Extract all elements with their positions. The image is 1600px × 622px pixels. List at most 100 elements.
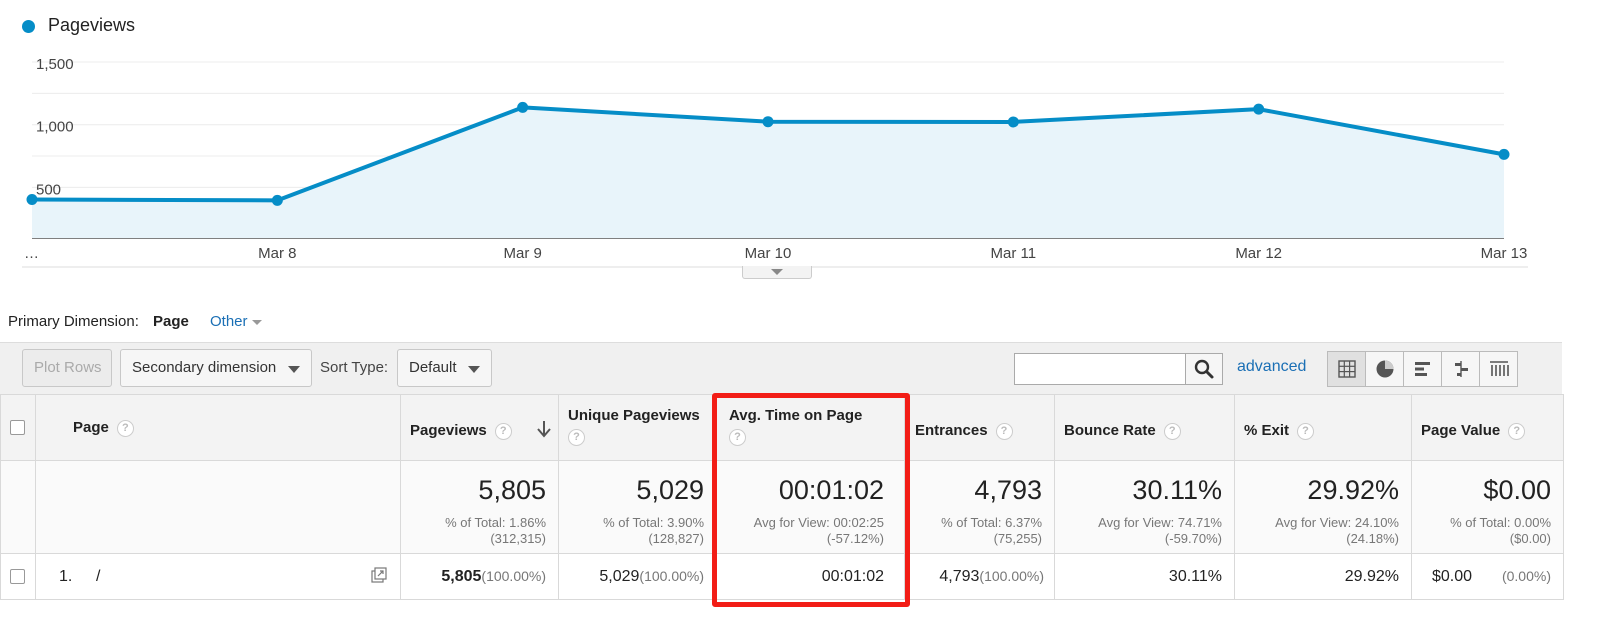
header-page-value[interactable]: Page Value? <box>1411 394 1564 461</box>
x-tick-label: Mar 10 <box>745 245 792 262</box>
data-table: Page? Pageviews? Unique Pageviews? Avg. … <box>0 394 1564 600</box>
row-unique-pageviews: 5,029(100.00%) <box>558 553 717 600</box>
help-icon[interactable]: ? <box>1163 422 1181 440</box>
y-tick-label: 1,000 <box>36 119 74 136</box>
x-tick-label: Mar 12 <box>1235 245 1282 262</box>
table-row[interactable]: 1. / 5,805(100.00%) 5,029(100.00%) 00:01… <box>0 553 1564 600</box>
other-caret-icon <box>252 320 262 325</box>
header-avg-time-label: Avg. Time on Page <box>729 407 863 424</box>
row-pageviews: 5,805(100.00%) <box>400 553 559 600</box>
grid-view-button[interactable] <box>1327 351 1366 387</box>
pivot-view-icon <box>1489 361 1509 376</box>
data-point[interactable] <box>762 116 774 128</box>
header-avg-time-on-page[interactable]: Avg. Time on Page? <box>716 394 905 461</box>
series-area-pageviews <box>32 107 1504 238</box>
table-totals-row: 5,805 % of Total: 1.86% (312,315) 5,029 %… <box>0 460 1564 554</box>
total-unique-pageviews: 5,029 % of Total: 3.90% (128,827) <box>558 460 717 554</box>
x-tick-label: … <box>24 245 39 262</box>
row-avg-time: 00:01:02 <box>716 553 905 600</box>
x-tick-label: Mar 8 <box>258 245 296 262</box>
dropdown-caret-icon <box>468 366 480 373</box>
help-icon[interactable]: ? <box>995 422 1013 440</box>
header-unique-pageviews[interactable]: Unique Pageviews? <box>558 394 717 461</box>
secondary-dimension-dropdown[interactable]: Secondary dimension <box>120 349 312 387</box>
primary-dimension-other[interactable]: Other <box>210 313 248 330</box>
pie-view-icon <box>1376 360 1393 378</box>
header-page-label: Page <box>73 419 109 436</box>
chart-collapse-toggle[interactable] <box>742 266 812 279</box>
sort-type-value: Default <box>409 359 457 376</box>
row-page-link[interactable]: / <box>96 568 101 585</box>
total-entrances: 4,793 % of Total: 6.37% (75,255) <box>904 460 1055 554</box>
x-tick-label: Mar 11 <box>991 245 1037 262</box>
legend-label: Pageviews <box>48 15 136 35</box>
table-toolbar: Plot Rows Secondary dimension Sort Type:… <box>0 342 1562 395</box>
caret-down-icon <box>771 269 783 275</box>
sort-descending-arrow-icon[interactable] <box>536 419 552 439</box>
total-pageviews: 5,805 % of Total: 1.86% (312,315) <box>400 460 559 554</box>
x-tick-label: Mar 9 <box>503 245 541 262</box>
total-exit: 29.92% Avg for View: 24.10% (24.18%) <box>1234 460 1412 554</box>
primary-dimension-page[interactable]: Page <box>153 313 189 330</box>
header-exit-label: % Exit <box>1244 422 1290 439</box>
header-entrances-label: Entrances <box>915 422 988 439</box>
bar-view-button[interactable] <box>1403 351 1442 387</box>
total-avg-time: 00:01:02 Avg for View: 00:02:25 (-57.12%) <box>716 460 905 554</box>
row-checkbox[interactable] <box>10 569 25 584</box>
header-entrances[interactable]: Entrances? <box>904 394 1055 461</box>
help-icon[interactable]: ? <box>1297 422 1315 440</box>
x-tick-label: Mar 13 <box>1481 245 1528 262</box>
view-switcher <box>1327 351 1518 387</box>
row-entrances: 4,793(100.00%) <box>904 553 1055 600</box>
data-point[interactable] <box>271 194 283 206</box>
sort-type-dropdown[interactable]: Default <box>397 349 492 387</box>
help-icon[interactable]: ? <box>729 429 746 446</box>
help-icon[interactable]: ? <box>1508 422 1526 440</box>
data-point[interactable] <box>1253 103 1265 115</box>
help-icon[interactable]: ? <box>494 422 512 440</box>
grid-view-icon <box>1337 360 1356 378</box>
advanced-filter-link[interactable]: advanced <box>1237 358 1307 375</box>
open-in-new-window-icon[interactable] <box>371 567 387 583</box>
pageviews-chart: 1,500 1,000 500 … Mar 8 Mar 9 Mar 10 Mar 11 Mar… <box>22 56 1528 268</box>
search-icon <box>1194 359 1214 379</box>
dropdown-caret-icon <box>288 366 300 373</box>
data-point[interactable] <box>517 101 529 113</box>
header-bounce-rate[interactable]: Bounce Rate? <box>1054 394 1235 461</box>
total-page-value: $0.00 % of Total: 0.00% ($0.00) <box>1411 460 1564 554</box>
header-unique-pageviews-label: Unique Pageviews <box>568 407 700 424</box>
search-button[interactable] <box>1185 353 1223 385</box>
header-page-value-label: Page Value <box>1421 422 1501 439</box>
help-icon[interactable]: ? <box>116 419 134 437</box>
comparison-view-button[interactable] <box>1441 351 1480 387</box>
row-page-cell: 1. / <box>35 553 401 600</box>
header-exit[interactable]: % Exit? <box>1234 394 1412 461</box>
data-point[interactable] <box>1498 148 1510 160</box>
header-bounce-rate-label: Bounce Rate <box>1064 422 1156 439</box>
plot-rows-button[interactable]: Plot Rows <box>22 349 112 387</box>
data-point[interactable] <box>26 194 38 206</box>
secondary-dimension-label: Secondary dimension <box>132 359 277 376</box>
total-bounce-rate: 30.11% Avg for View: 74.71% (-59.70%) <box>1054 460 1235 554</box>
header-page[interactable]: Page? <box>35 394 401 461</box>
comparison-view-icon <box>1454 361 1468 377</box>
select-all-checkbox[interactable] <box>10 420 25 435</box>
sort-type-label: Sort Type: <box>320 359 389 376</box>
bar-view-icon <box>1414 362 1430 376</box>
data-point[interactable] <box>1007 116 1019 128</box>
table-header-row: Page? Pageviews? Unique Pageviews? Avg. … <box>0 394 1564 461</box>
row-bounce-rate: 30.11% <box>1054 553 1235 600</box>
table-search-input[interactable] <box>1014 353 1186 385</box>
legend-dot-icon <box>22 20 35 33</box>
pie-view-button[interactable] <box>1365 351 1404 387</box>
row-exit: 29.92% <box>1234 553 1412 600</box>
row-index: 1. <box>59 568 73 585</box>
pivot-view-button[interactable] <box>1479 351 1518 387</box>
y-tick-label: 500 <box>36 181 61 198</box>
select-all-cell <box>0 394 36 461</box>
row-page-value: $0.00 (0.00%) <box>1411 553 1564 600</box>
header-pageviews[interactable]: Pageviews? <box>400 394 559 461</box>
help-icon[interactable]: ? <box>568 429 585 446</box>
primary-dimension-label: Primary Dimension: <box>8 313 139 330</box>
header-pageviews-label: Pageviews <box>410 422 487 439</box>
